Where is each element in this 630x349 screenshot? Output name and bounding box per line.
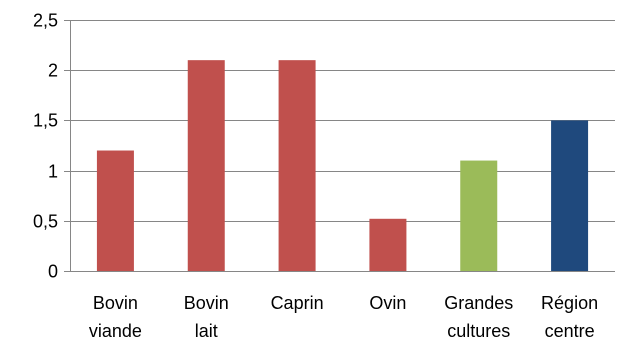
bars <box>96 60 589 272</box>
y-tick-label: 2 <box>48 61 58 81</box>
bar <box>278 60 316 271</box>
bar <box>369 218 407 271</box>
x-category-label: Bovin viande <box>89 293 142 341</box>
x-category-label: Ovin <box>369 293 406 313</box>
y-axis-ticks: 0 0,5 1 1,5 2 2,5 <box>33 11 58 282</box>
y-tick-label: 0 <box>48 262 58 282</box>
y-tick-label: 1 <box>48 162 58 182</box>
y-tick-label: 1,5 <box>33 111 58 131</box>
y-tick-label: 0,5 <box>33 212 58 232</box>
x-category-label: Grandes cultures <box>444 293 513 341</box>
bar <box>187 60 225 271</box>
x-category-label: Région centre <box>541 293 598 341</box>
x-category-label: Bovin lait <box>184 293 229 341</box>
y-tick-label: 2,5 <box>33 11 58 31</box>
bar <box>96 150 134 271</box>
gridlines <box>64 20 615 272</box>
x-category-label: Caprin <box>271 293 324 313</box>
bar <box>460 160 498 271</box>
x-axis-labels: Bovin viande Bovin lait Caprin Ovin Grandes cul… <box>89 293 598 341</box>
bar <box>551 120 589 272</box>
